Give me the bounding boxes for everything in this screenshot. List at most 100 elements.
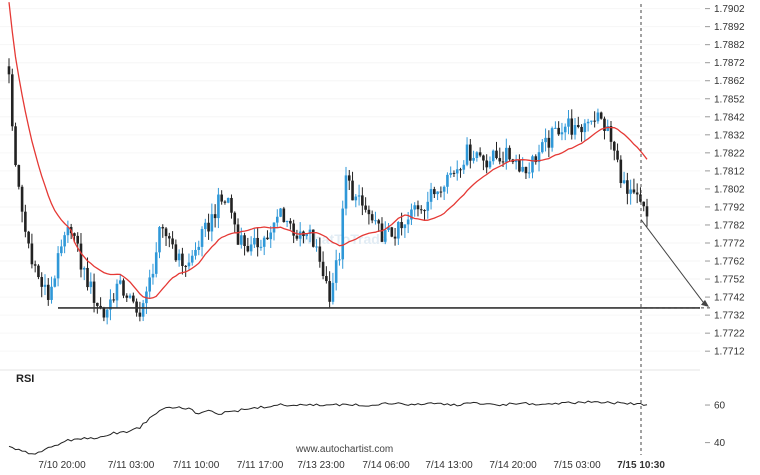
candle-up (387, 227, 390, 231)
candle-down (99, 305, 102, 308)
candle-down (380, 223, 384, 242)
candle-down (230, 197, 233, 213)
candle-down (524, 166, 528, 174)
candle-up (269, 232, 273, 240)
time-tick-label: 7/10 20:00 (38, 460, 86, 471)
candle-down (393, 236, 397, 239)
candle-up (89, 281, 93, 288)
candle-down (580, 126, 583, 133)
candle-up (531, 156, 534, 173)
candle-up (426, 201, 430, 211)
price-tick-label: 1.7902 (714, 4, 745, 15)
projection-arrowhead (701, 299, 709, 307)
price-tick-label: 1.7762 (714, 257, 745, 268)
candle-down (246, 246, 250, 252)
candle-up (43, 284, 47, 287)
candle-down (112, 299, 115, 301)
price-tick-label: 1.7782 (714, 220, 745, 231)
candle-down (37, 265, 40, 278)
candle-down (266, 237, 269, 240)
candle-up (204, 222, 207, 230)
candle-down (478, 152, 482, 156)
candle-up (449, 172, 452, 175)
price-tick-label: 1.7842 (714, 112, 745, 123)
candle-down (439, 191, 443, 193)
time-tick-label: 7/13 23:00 (297, 460, 345, 471)
candle-up (541, 142, 544, 153)
price-tick-label: 1.7732 (714, 311, 745, 322)
candle-down (377, 220, 381, 224)
time-tick-label: 7/11 03:00 (108, 460, 155, 471)
candle-up (596, 112, 600, 122)
candle-up (606, 126, 610, 131)
candle-down (24, 211, 27, 232)
candle-down (256, 237, 259, 248)
price-tick-label: 1.7712 (714, 347, 745, 358)
candle-up (397, 221, 400, 239)
candle-down (632, 189, 636, 193)
candle-down (79, 243, 83, 270)
candle-down (367, 209, 371, 215)
rsi-axis: 60 40 (705, 401, 726, 449)
candle-down (482, 155, 485, 161)
candle-up (128, 295, 132, 298)
candle-up (583, 123, 587, 133)
price-tick-label: 1.7892 (714, 22, 745, 33)
candle-down (557, 127, 560, 135)
candle-down (508, 147, 511, 160)
candle-down (311, 229, 315, 247)
candle-up (275, 216, 279, 223)
candle-up (573, 125, 577, 135)
candle-down (46, 284, 50, 300)
candle-up (413, 205, 417, 210)
candle-up (262, 237, 266, 247)
candle-down (639, 194, 642, 202)
candle-up (491, 150, 495, 162)
candle-up (60, 246, 63, 254)
candle-down (609, 126, 613, 142)
candle-down (416, 205, 420, 210)
candle-up (194, 249, 197, 256)
candle-down (135, 301, 138, 313)
candle-up (446, 174, 449, 187)
candle-up (239, 235, 243, 245)
candle-down (76, 235, 80, 244)
candle-up (50, 286, 53, 300)
candle-up (403, 224, 407, 229)
candle-down (469, 144, 472, 161)
candle-down (86, 267, 89, 288)
candle-down (125, 295, 129, 298)
candle-down (20, 186, 24, 212)
candle-up (429, 189, 433, 202)
moving-average-line (8, 2, 648, 300)
time-tick-label: 7/15 03:00 (553, 460, 601, 471)
candle-up (308, 229, 312, 235)
candle-down (626, 180, 629, 194)
candle-up (563, 126, 567, 133)
candle-down (400, 221, 403, 229)
candle-up (462, 164, 466, 170)
candle-down (96, 302, 99, 306)
candle-up (82, 267, 86, 270)
candle-up (217, 194, 220, 219)
candle-up (442, 186, 446, 192)
candle-down (347, 175, 351, 181)
candle-up (334, 260, 338, 283)
price-tick-label: 1.7812 (714, 166, 745, 177)
candle-up (315, 246, 318, 248)
price-tick-label: 1.7802 (714, 184, 745, 195)
rsi-label: RSI (16, 373, 34, 385)
candle-down (14, 126, 17, 166)
candle-down (171, 238, 174, 245)
candle-up (154, 252, 158, 274)
candle-down (534, 156, 538, 163)
candlestick-series (7, 58, 649, 325)
candle-down (220, 194, 223, 202)
candle-up (514, 159, 518, 163)
candle-up (148, 277, 151, 292)
candle-up (472, 157, 475, 161)
candle-up (455, 169, 459, 174)
candle-down (599, 112, 603, 119)
candle-up (590, 120, 593, 122)
